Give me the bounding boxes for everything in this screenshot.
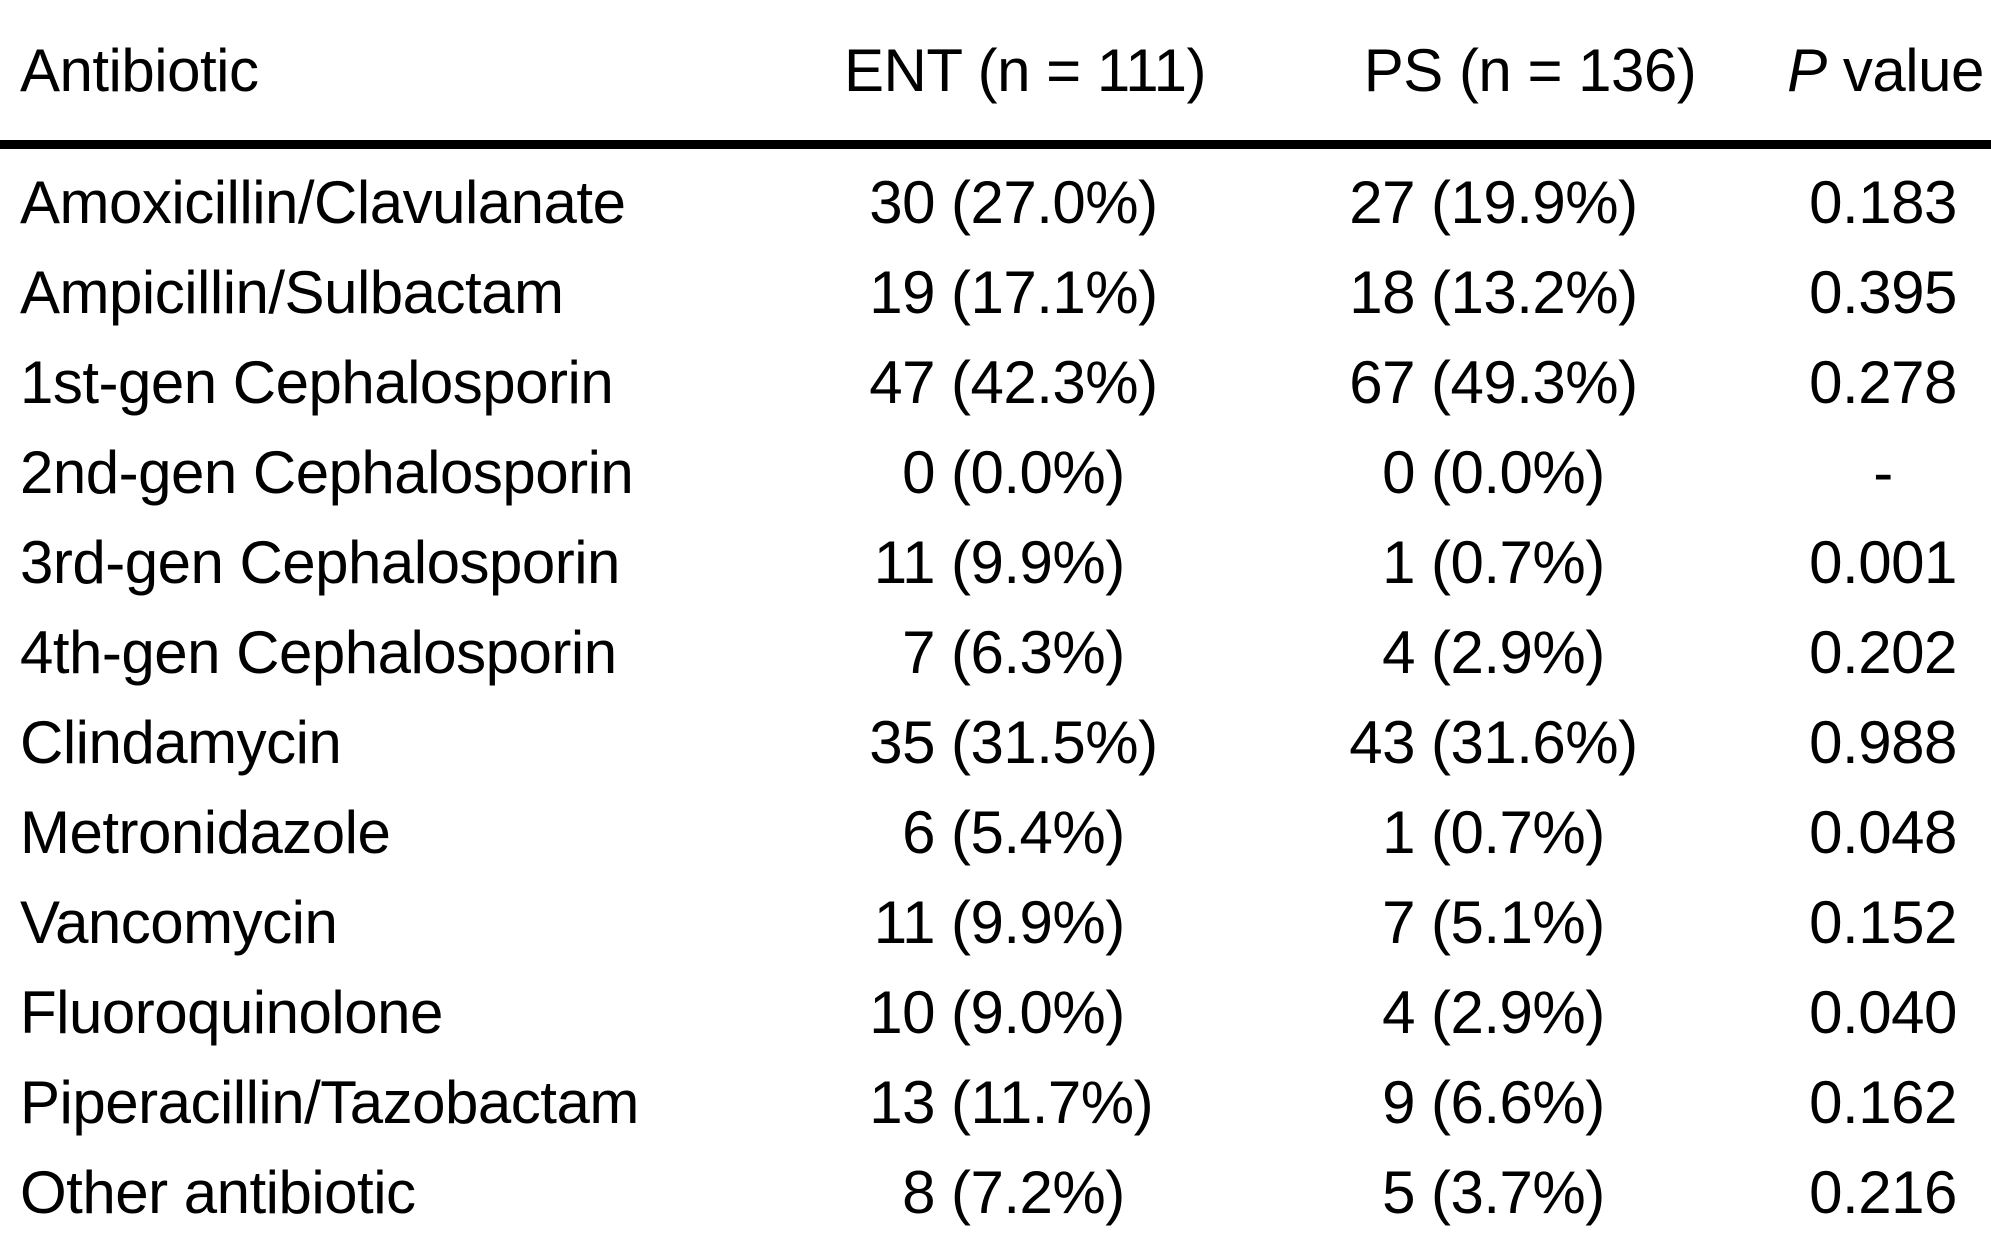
ps-percent: (3.7%) [1431, 1158, 1605, 1226]
ps-count: 0 [1382, 438, 1415, 506]
table-row: Other antibiotic 8 (7.2%) 5 (3.7%) 0.216 [0, 1147, 1991, 1237]
ps-count: 5 [1382, 1158, 1415, 1226]
ps-count: 4 [1382, 618, 1415, 686]
ent-count: 7 [902, 618, 935, 686]
ps-percent: (2.9%) [1431, 978, 1605, 1046]
table-header-row: Antibiotic ENT (n = 111) PS (n = 136) P … [0, 0, 1991, 149]
table-row: Fluoroquinolone 10 (9.0%) 4 (2.9%) 0.040 [0, 967, 1991, 1057]
ps-percent: (31.6%) [1431, 708, 1638, 776]
p-value: 0.001 [1809, 528, 1957, 596]
ent-percent: (5.4%) [951, 798, 1125, 866]
ent-percent: (0.0%) [951, 438, 1125, 506]
ps-count: 4 [1382, 978, 1415, 1046]
ps-percent: (0.7%) [1431, 528, 1605, 596]
table-row: Clindamycin 35 (31.5%) 43 (31.6%) 0.988 [0, 697, 1991, 787]
ent-count: 6 [902, 798, 935, 866]
ps-count: 7 [1382, 888, 1415, 956]
ps-count: 43 [1349, 708, 1415, 776]
antibiotic-name: Clindamycin [20, 708, 342, 776]
antibiotic-name: 2nd-gen Cephalosporin [20, 438, 634, 506]
table-row: 3rd-gen Cephalosporin 11 (9.9%) 1 (0.7%)… [0, 517, 1991, 607]
p-value: 0.152 [1809, 888, 1957, 956]
antibiotic-name: 4th-gen Cephalosporin [20, 618, 617, 686]
table-row: 1st-gen Cephalosporin 47 (42.3%) 67 (49.… [0, 337, 1991, 427]
ent-count: 11 [873, 528, 936, 596]
p-value: 0.216 [1809, 1158, 1957, 1226]
ps-count: 18 [1349, 258, 1415, 326]
ent-count: 30 [869, 168, 935, 236]
ps-count: 1 [1382, 798, 1415, 866]
ent-percent: (17.1%) [951, 258, 1158, 326]
ent-count: 0 [902, 438, 935, 506]
antibiotic-name: Vancomycin [20, 888, 338, 956]
ps-percent: (13.2%) [1431, 258, 1638, 326]
ent-count: 47 [869, 348, 935, 416]
ps-percent: (5.1%) [1431, 888, 1605, 956]
p-value: 0.988 [1809, 708, 1957, 776]
antibiotic-name: Piperacillin/Tazobactam [20, 1068, 639, 1136]
table-row: Piperacillin/Tazobactam 13 (11.7%) 9 (6.… [0, 1057, 1991, 1147]
antibiotic-name: Ampicillin/Sulbactam [20, 258, 564, 326]
antibiotic-name: Amoxicillin/Clavulanate [20, 168, 626, 236]
ent-percent: (27.0%) [951, 168, 1158, 236]
p-value: 0.048 [1809, 798, 1957, 866]
p-value: 0.278 [1809, 348, 1957, 416]
ps-column-header: PS (n = 136) [1363, 36, 1697, 104]
ps-percent: (19.9%) [1431, 168, 1638, 236]
table-row: Metronidazole 6 (5.4%) 1 (0.7%) 0.048 [0, 787, 1991, 877]
ps-percent: (0.0%) [1431, 438, 1605, 506]
p-value-header-text: value [1826, 36, 1984, 104]
ps-count: 27 [1349, 168, 1415, 236]
ent-count: 10 [869, 978, 935, 1046]
ps-count: 1 [1382, 528, 1415, 596]
ps-percent: (6.6%) [1431, 1068, 1605, 1136]
p-value: - [1873, 438, 1893, 506]
ps-percent: (0.7%) [1431, 798, 1605, 866]
ent-percent: (31.5%) [951, 708, 1158, 776]
table-row: 4th-gen Cephalosporin 7 (6.3%) 4 (2.9%) … [0, 607, 1991, 697]
ent-column-header: ENT (n = 111) [844, 36, 1207, 104]
antibiotic-name: Metronidazole [20, 798, 391, 866]
ent-count: 11 [873, 888, 936, 956]
ps-count: 9 [1382, 1068, 1415, 1136]
table-row: 2nd-gen Cephalosporin 0 (0.0%) 0 (0.0%) … [0, 427, 1991, 517]
ent-count: 13 [869, 1068, 935, 1136]
ent-count: 35 [869, 708, 935, 776]
ps-percent: (2.9%) [1431, 618, 1605, 686]
ent-percent: (9.0%) [951, 978, 1125, 1046]
p-value: 0.202 [1809, 618, 1957, 686]
p-value: 0.040 [1809, 978, 1957, 1046]
p-value: 0.162 [1809, 1068, 1957, 1136]
ent-count: 8 [902, 1158, 935, 1226]
table-body: Amoxicillin/Clavulanate 30 (27.0%) 27 (1… [0, 149, 1991, 1237]
ps-count: 67 [1349, 348, 1415, 416]
ent-percent: (42.3%) [951, 348, 1158, 416]
p-value-column-header: P value [1780, 36, 1991, 105]
antibiotic-column-header: Antibiotic [20, 36, 259, 104]
p-value: 0.395 [1809, 258, 1957, 326]
table-row: Vancomycin 11 (9.9%) 7 (5.1%) 0.152 [0, 877, 1991, 967]
antibiotic-name: Fluoroquinolone [20, 978, 443, 1046]
ent-percent: (11.7%) [951, 1068, 1154, 1136]
table-row: Amoxicillin/Clavulanate 30 (27.0%) 27 (1… [0, 157, 1991, 247]
ps-percent: (49.3%) [1431, 348, 1638, 416]
ent-percent: (6.3%) [951, 618, 1125, 686]
ent-percent: (9.9%) [951, 528, 1125, 596]
ent-count: 19 [869, 258, 935, 326]
table-row: Ampicillin/Sulbactam 19 (17.1%) 18 (13.2… [0, 247, 1991, 337]
antibiotic-name: 3rd-gen Cephalosporin [20, 528, 620, 596]
p-value: 0.183 [1809, 168, 1957, 236]
p-value-italic-p: P [1787, 36, 1827, 104]
antibiotic-name: Other antibiotic [20, 1158, 416, 1226]
antibiotic-name: 1st-gen Cephalosporin [20, 348, 614, 416]
ent-percent: (7.2%) [951, 1158, 1125, 1226]
ent-percent: (9.9%) [951, 888, 1125, 956]
